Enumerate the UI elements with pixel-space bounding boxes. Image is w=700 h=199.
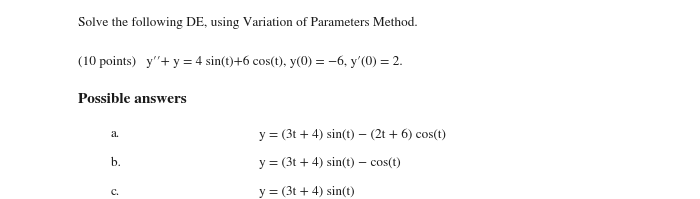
Text: (10 points)   y′′+ y = 4 sin(t)+6 cos(t), y(0) = −6, y′(0) = 2.: (10 points) y′′+ y = 4 sin(t)+6 cos(t), …: [78, 56, 403, 68]
Text: y = (3t + 4) sin(t) − cos(t): y = (3t + 4) sin(t) − cos(t): [259, 157, 400, 169]
Text: Possible answers: Possible answers: [78, 93, 187, 105]
Text: b.: b.: [111, 157, 120, 169]
Text: Solve the following DE, using Variation of Parameters Method.: Solve the following DE, using Variation …: [78, 17, 418, 29]
Text: c.: c.: [111, 186, 120, 198]
Text: a.: a.: [111, 128, 120, 140]
Text: y = (3t + 4) sin(t): y = (3t + 4) sin(t): [259, 186, 355, 198]
Text: y = (3t + 4) sin(t) − (2t + 6) cos(t): y = (3t + 4) sin(t) − (2t + 6) cos(t): [259, 128, 446, 141]
